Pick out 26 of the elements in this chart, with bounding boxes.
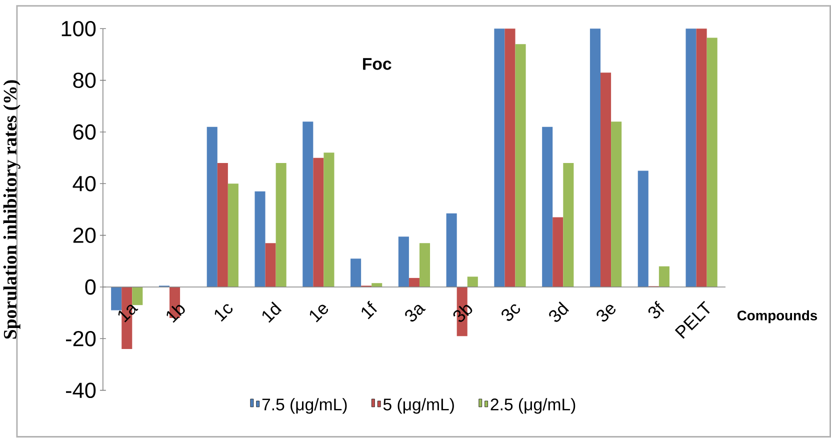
y-tick-label: 60 [73, 124, 96, 140]
x-tick-label: 1b [166, 305, 185, 323]
y-tick-label: 80 [73, 72, 96, 88]
y-tick-label: 100 [62, 21, 96, 36]
legend-label: 2.5 (μg/mL) [490, 398, 576, 414]
y-axis-title: Sporulation inhibitory rates (%) [3, 80, 20, 339]
x-tick-label: 3a [405, 304, 426, 322]
text: Foc [363, 58, 392, 70]
x-axis-title: Compounds [737, 310, 818, 324]
x-tick-label: 3d [549, 302, 569, 322]
x-tick-label: 3e [596, 304, 616, 322]
x-tick-label: 3c [502, 304, 520, 321]
legend-label: 7.5 (μg/mL) [262, 398, 347, 414]
y-tick-label: 40 [72, 176, 96, 192]
x-tick-label: 1a [118, 304, 138, 322]
y-tick-label: -20 [66, 331, 96, 346]
x-tick-label: 1f [362, 300, 377, 320]
legend-label: 5 (μg/mL) [383, 398, 454, 414]
y-tick-label: 0 [85, 279, 96, 295]
x-tick-label: 1c [214, 304, 233, 322]
x-tick-label: 3b [453, 305, 472, 322]
x-tick-label: 1d [262, 302, 282, 323]
y-tick-label: 20 [73, 228, 96, 244]
x-tick-label: 3f [648, 300, 664, 319]
y-tick-label: -40 [66, 382, 96, 398]
x-tick-label: 1e [310, 304, 328, 322]
